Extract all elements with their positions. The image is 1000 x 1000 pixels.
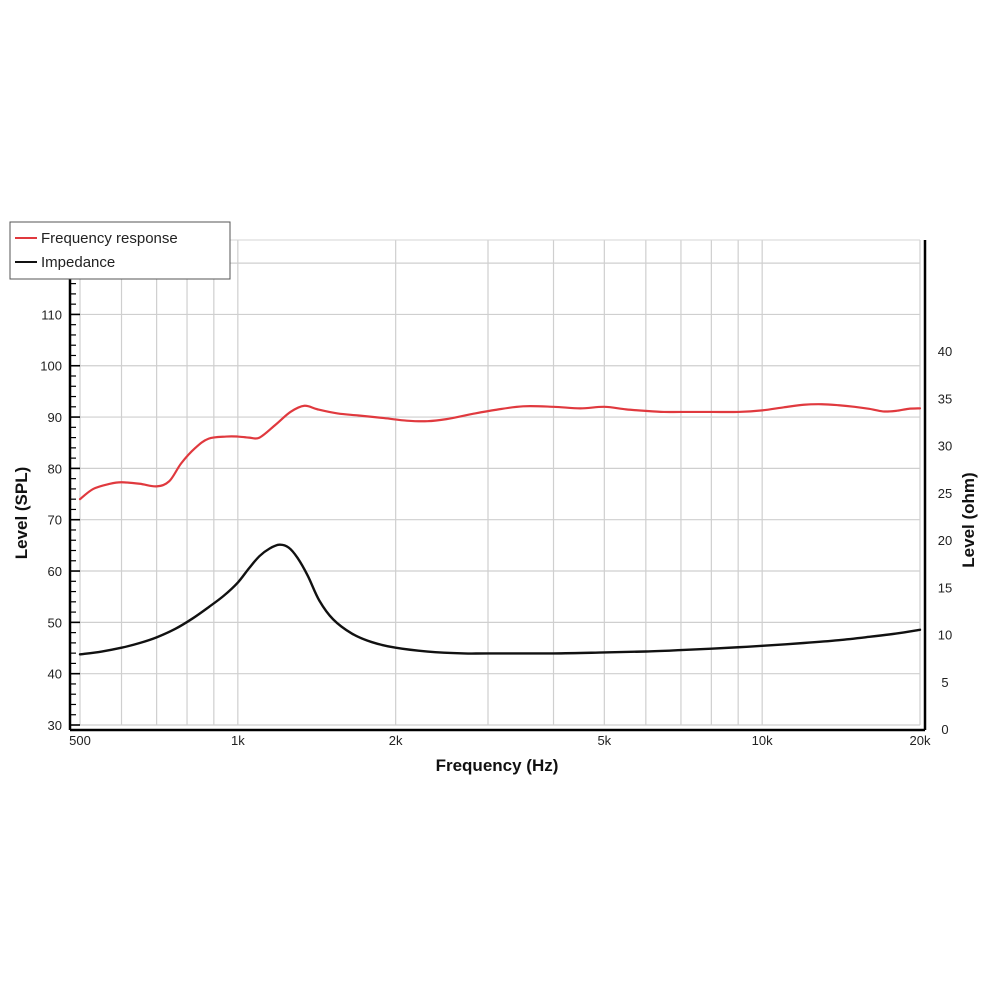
y-right-tick-label-20: 20 — [938, 533, 952, 548]
y-axis-right-title: Level (ohm) — [959, 472, 978, 567]
legend: Frequency response Impedance — [9, 221, 231, 280]
x-tick-label-5k: 5k — [597, 733, 611, 748]
series-line-impedance — [78, 543, 922, 656]
x-axis-title: Frequency (Hz) — [436, 756, 559, 775]
y-right-tick-label-5: 5 — [941, 675, 948, 690]
y-right-tick-label-40: 40 — [938, 344, 952, 359]
grid-lines — [79, 239, 921, 726]
y-left-tick-label-90: 90 — [48, 410, 62, 425]
x-tick-label-1k: 1k — [231, 733, 245, 748]
legend-box — [9, 221, 231, 280]
y-left-tick-label-60: 60 — [48, 564, 62, 579]
y-right-tick-label-0: 0 — [941, 722, 948, 737]
legend-label-frequency-response: Frequency response — [41, 230, 178, 247]
x-tick-label-10k: 10k — [752, 733, 773, 748]
x-tick-label-2k: 2k — [389, 733, 403, 748]
x-tick-label-20k: 20k — [910, 733, 931, 748]
legend-label-impedance: Impedance — [41, 254, 115, 271]
x-tick-label-500: 500 — [69, 733, 91, 748]
y-left-tick-label-50: 50 — [48, 615, 62, 630]
series-lines — [78, 403, 922, 656]
y-left-tick-label-30: 30 — [48, 718, 62, 733]
y-left-tick-label-110: 110 — [41, 307, 62, 322]
y-right-tick-label-35: 35 — [938, 391, 952, 406]
y-right-tick-label-10: 10 — [938, 628, 952, 643]
y-left-tick-label-80: 80 — [48, 461, 62, 476]
y-right-tick-label-15: 15 — [938, 580, 952, 595]
y-left-tick-label-100: 100 — [40, 359, 62, 374]
y-left-tick-label-40: 40 — [48, 667, 62, 682]
y-left-tick-label-70: 70 — [48, 513, 62, 528]
y-axis-left-title: Level (SPL) — [12, 467, 31, 560]
series-line-frequency-response — [78, 403, 922, 501]
y-right-tick-label-25: 25 — [938, 486, 952, 501]
y-right-tick-label-30: 30 — [938, 439, 952, 454]
